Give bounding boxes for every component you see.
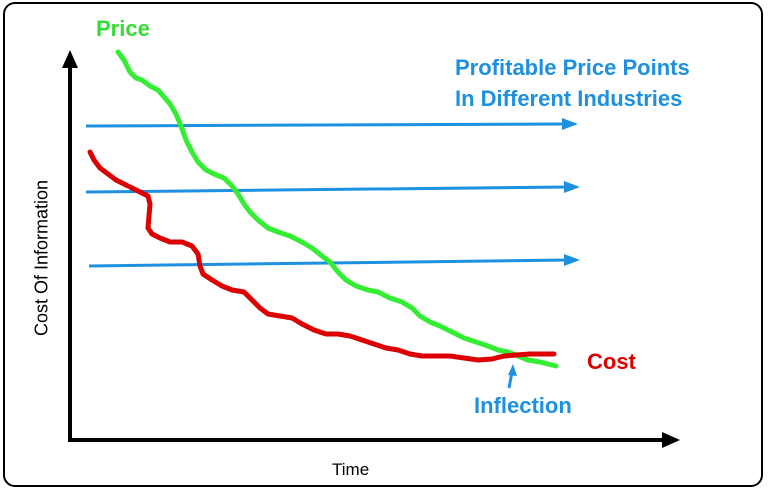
profitable-price-arrows [85,118,580,268]
price-curve [115,49,559,369]
price-point-arrowhead-2 [564,181,580,193]
inflection-label: Inflection [474,393,572,418]
y-axis-label: Cost Of Information [31,179,52,337]
profitable-label-line-1: Profitable Price Points [455,55,690,80]
diagram-frame [3,2,763,487]
price-point-arrowhead-3 [564,254,580,266]
cost-curve [87,149,557,363]
x-axis-label: Time [332,460,370,479]
price-label: Price [96,16,150,41]
inflection-arrowhead [508,364,517,376]
y-axis-arrowhead [62,50,78,68]
cost-label: Cost [587,349,636,374]
profitable-label-line-2: In Different Industries [455,86,683,111]
price-point-arrow-2 [85,185,569,194]
x-axis-arrowhead [662,432,680,448]
price-point-arrowhead-1 [562,118,578,130]
price-point-arrow-1 [85,122,567,128]
profitable-price-points-label: Profitable Price Points In Different Ind… [455,52,690,114]
